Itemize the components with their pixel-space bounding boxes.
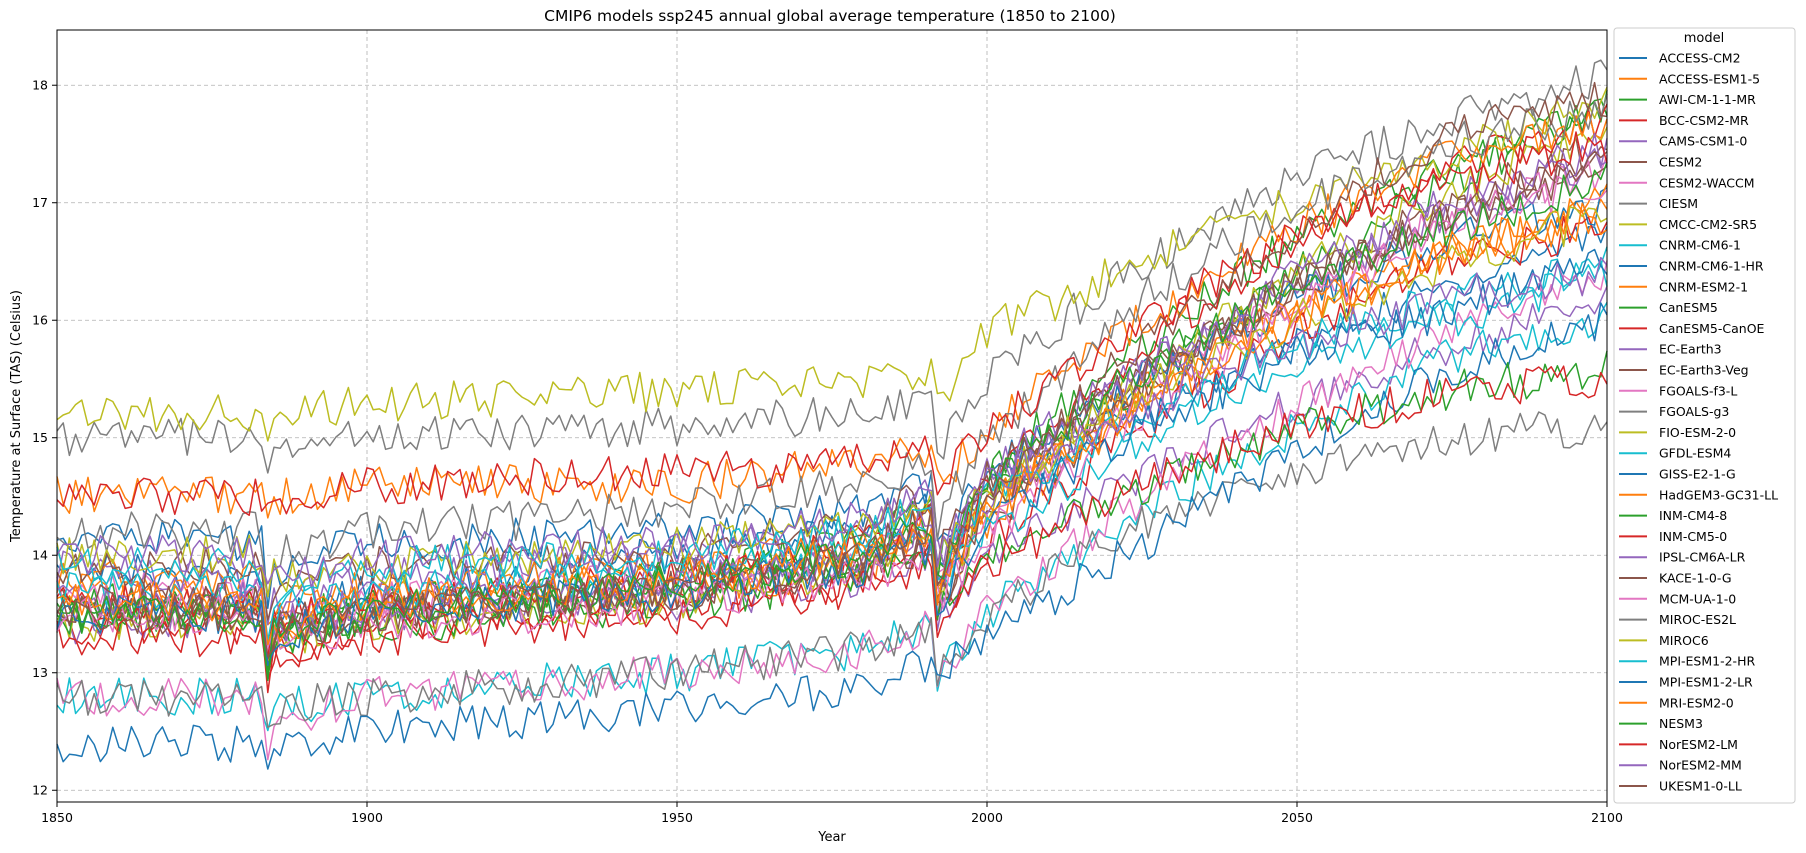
legend: model ACCESS-CM2 ACCESS-ESM1-5 AWI-CM-1-1-… [1613, 27, 1796, 804]
legend-label: FIO-ESM-2-0 [1659, 425, 1736, 440]
legend-label: CAMS-CSM1-0 [1659, 134, 1747, 149]
legend-label: UKESM1-0-LL [1659, 779, 1742, 794]
series-line [56, 90, 1608, 665]
y-tick-label: 13 [32, 665, 48, 680]
series-line [56, 131, 1608, 516]
gridlines [56, 30, 1608, 802]
legend-label: IPSL-CM6A-LR [1659, 550, 1746, 565]
series-line [56, 260, 1608, 761]
y-axis-label: Temperature at Surface (TAS) (Celsius) [9, 290, 24, 543]
legend-items: ACCESS-CM2 ACCESS-ESM1-5 AWI-CM-1-1-MR BCC-… [1619, 51, 1778, 794]
series-line [56, 98, 1608, 671]
x-tick-label: 1850 [41, 810, 73, 825]
legend-label: FGOALS-f3-L [1659, 383, 1737, 398]
legend-label: ACCESS-ESM1-5 [1659, 71, 1760, 86]
legend-label: MPI-ESM1-2-LR [1659, 675, 1753, 690]
legend-label: FGOALS-g3 [1659, 404, 1729, 419]
x-tick-label: 2100 [1591, 810, 1623, 825]
legend-label: MPI-ESM1-2-HR [1659, 654, 1755, 669]
series-line [56, 302, 1608, 770]
series-line [56, 411, 1608, 728]
y-axis-ticks: 12 13 14 15 16 17 18 [32, 78, 57, 798]
series-line [56, 81, 1608, 658]
legend-label: EC-Earth3 [1659, 342, 1722, 357]
y-tick-label: 16 [32, 313, 48, 328]
x-tick-label: 2050 [1281, 810, 1313, 825]
legend-label: CIESM [1659, 196, 1698, 211]
legend-label: INM-CM4-8 [1659, 508, 1727, 523]
series-line [56, 150, 1608, 660]
legend-label: INM-CM5-0 [1659, 529, 1727, 544]
y-tick-label: 17 [32, 195, 48, 210]
x-tick-label: 2000 [971, 810, 1003, 825]
legend-label: GFDL-ESM4 [1659, 446, 1731, 461]
legend-label: NorESM2-LM [1659, 737, 1738, 752]
series-line [56, 161, 1608, 682]
legend-label: MRI-ESM2-0 [1659, 695, 1734, 710]
series-line [56, 365, 1608, 694]
y-tick-label: 12 [32, 783, 48, 798]
legend-label: MCM-UA-1-0 [1659, 591, 1736, 606]
chart-title: CMIP6 models ssp245 annual global averag… [544, 7, 1116, 25]
legend-label: BCC-CSM2-MR [1659, 113, 1749, 128]
legend-label: CanESM5-CanOE [1659, 321, 1765, 336]
legend-label: NESM3 [1659, 716, 1703, 731]
legend-label: NorESM2-MM [1659, 758, 1742, 773]
legend-label: CNRM-CM6-1 [1659, 238, 1741, 253]
x-tick-label: 1900 [351, 810, 383, 825]
legend-frame [1613, 27, 1796, 804]
y-tick-label: 15 [32, 430, 48, 445]
series-line [56, 206, 1608, 598]
legend-label: CESM2-WACCM [1659, 175, 1755, 190]
y-tick-label: 18 [32, 78, 48, 93]
x-axis-label: Year [817, 830, 846, 845]
series-line [56, 215, 1608, 681]
legend-label: CanESM5 [1659, 300, 1718, 315]
legend-label: CESM2 [1659, 155, 1702, 170]
plot-frame [56, 29, 1608, 803]
legend-label: GISS-E2-1-G [1659, 467, 1736, 482]
series-line [56, 93, 1608, 597]
legend-label: MIROC6 [1659, 633, 1709, 648]
series-line [56, 137, 1608, 649]
legend-label: AWI-CM-1-1-MR [1659, 92, 1756, 107]
series-line [56, 59, 1608, 474]
legend-label: EC-Earth3-Veg [1659, 363, 1749, 378]
legend-label: CNRM-CM6-1-HR [1659, 259, 1764, 274]
legend-label: HadGEM3-GC31-LL [1659, 487, 1778, 502]
series-line [56, 138, 1608, 626]
y-tick-label: 14 [32, 548, 48, 563]
x-axis-ticks: 1850 1900 1950 2000 2050 2100 [41, 802, 1623, 825]
legend-title: model [1684, 31, 1724, 46]
series-line [56, 256, 1608, 588]
legend-label: MIROC-ES2L [1659, 612, 1736, 627]
series-line [56, 202, 1608, 646]
x-tick-label: 1950 [661, 810, 693, 825]
legend-label: ACCESS-CM2 [1659, 51, 1741, 66]
legend-label: CMCC-CM2-SR5 [1659, 217, 1757, 232]
series-lines [56, 59, 1608, 770]
legend-label: KACE-1-0-G [1659, 571, 1732, 586]
legend-label: CNRM-ESM2-1 [1659, 279, 1748, 294]
